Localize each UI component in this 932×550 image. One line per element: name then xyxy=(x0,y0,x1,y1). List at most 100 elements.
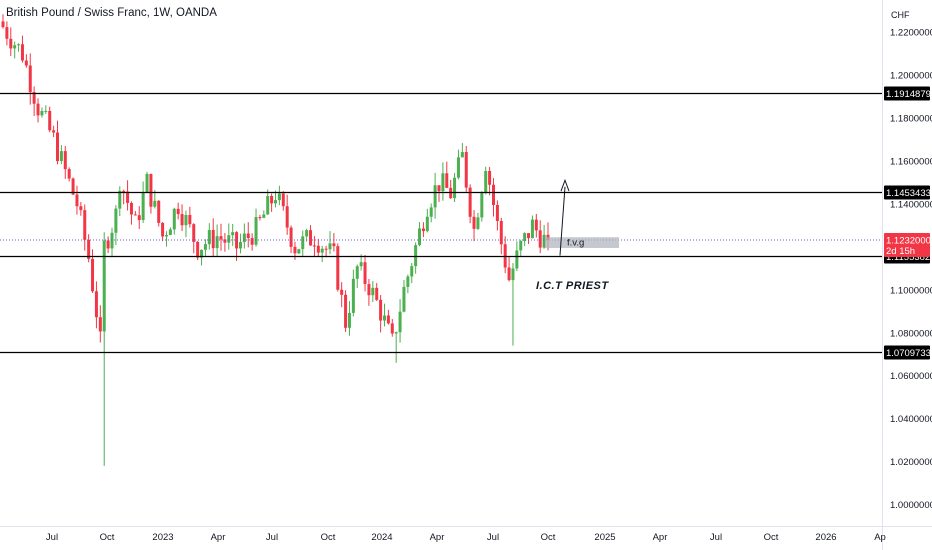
candle-body xyxy=(437,185,441,192)
candle-body xyxy=(168,229,172,236)
candle-body xyxy=(36,103,40,116)
candle-body xyxy=(523,233,527,242)
candle-body xyxy=(141,192,145,221)
candle-body xyxy=(1,21,5,28)
candle-body xyxy=(52,130,56,133)
candle-body xyxy=(363,262,367,285)
candle-body xyxy=(153,200,157,207)
candle-body xyxy=(398,311,402,333)
candle-body xyxy=(67,169,71,179)
candle-body xyxy=(324,248,328,250)
candle-body xyxy=(71,178,75,195)
x-tick-label: Apr xyxy=(430,532,445,543)
candle-body xyxy=(289,227,293,247)
candle-body xyxy=(83,210,87,240)
x-tick-label: Ap xyxy=(874,532,886,543)
level-price-tag xyxy=(884,185,930,200)
candle-body xyxy=(192,224,196,242)
x-tick-label: Jul xyxy=(487,532,499,543)
candle-body xyxy=(495,204,499,221)
candle-body xyxy=(515,250,519,269)
candle-body xyxy=(472,216,476,229)
candle-body xyxy=(503,244,507,268)
y-tick-label: 1.20000000 xyxy=(890,71,932,82)
candle-body xyxy=(75,194,79,207)
x-tick-label: Jul xyxy=(266,532,278,543)
candle-body xyxy=(351,278,355,313)
candle-body xyxy=(316,245,320,253)
candle-body xyxy=(414,245,418,267)
candle-body xyxy=(460,152,464,158)
candle-body xyxy=(196,241,200,258)
x-tick-label: Oct xyxy=(321,532,336,543)
candle-body xyxy=(347,312,351,328)
candle-body xyxy=(429,207,433,217)
x-tick-label: Apr xyxy=(653,532,668,543)
candle-body xyxy=(359,262,363,267)
candle-body xyxy=(293,246,297,254)
candle-body xyxy=(441,173,445,192)
candle-body xyxy=(301,236,305,250)
candle-body xyxy=(145,173,149,193)
candle-body xyxy=(328,243,332,250)
candle-body xyxy=(418,228,422,246)
projection-arrowhead xyxy=(560,178,570,192)
candle-body xyxy=(421,228,425,232)
x-tick-label: Oct xyxy=(541,532,556,543)
candle-body xyxy=(355,266,359,279)
candle-body xyxy=(20,44,24,61)
candle-body xyxy=(297,249,301,254)
candle-body xyxy=(464,152,468,188)
candle-body xyxy=(371,287,375,296)
candle-body xyxy=(367,284,371,296)
candle-body xyxy=(180,214,184,226)
candle-body xyxy=(48,110,52,131)
x-tick-label: 2023 xyxy=(152,532,173,543)
candle-body xyxy=(28,65,32,93)
candle-body xyxy=(254,217,258,245)
candle-body xyxy=(184,214,188,226)
currency-label[interactable]: CHF xyxy=(891,10,910,20)
candle-body xyxy=(394,332,398,334)
fvg-label: f.v.g xyxy=(567,238,584,249)
candle-body xyxy=(507,267,511,281)
candle-body xyxy=(122,190,126,192)
candle-body xyxy=(480,193,484,218)
candle-body xyxy=(542,234,546,248)
candle-body xyxy=(219,236,223,240)
y-tick-label: 1.10000000 xyxy=(890,285,932,296)
candle-body xyxy=(281,193,285,207)
x-tick-label: Jul xyxy=(710,532,722,543)
candle-body xyxy=(157,200,161,223)
candle-body xyxy=(511,268,515,281)
level-price-label: 1.11553827 xyxy=(886,252,932,263)
candle-body xyxy=(238,242,242,249)
candle-body xyxy=(402,286,406,312)
y-tick-label: 1.00000000 xyxy=(890,500,932,511)
candle-body xyxy=(133,214,137,216)
candle-body xyxy=(63,151,67,170)
y-tick-label: 1.22000000 xyxy=(890,28,932,39)
candle-body xyxy=(484,170,488,194)
candle-body xyxy=(344,294,348,328)
candle-body xyxy=(390,323,394,334)
candle-body xyxy=(9,38,13,49)
candle-body xyxy=(410,266,414,277)
y-tick-label: 1.16000000 xyxy=(890,157,932,168)
x-tick-label: Oct xyxy=(764,532,779,543)
candle-body xyxy=(425,216,429,232)
candle-body xyxy=(305,230,309,237)
candle-body xyxy=(94,291,98,318)
candle-body xyxy=(98,317,102,332)
candle-body xyxy=(114,208,118,233)
symbol-title[interactable]: British Pound / Swiss Franc, 1W, OANDA xyxy=(6,7,217,19)
candle-body xyxy=(476,217,480,229)
candle-body xyxy=(309,230,313,246)
candle-body xyxy=(332,243,336,247)
candle-body xyxy=(468,187,472,217)
x-tick-label: Jul xyxy=(46,532,58,543)
candle-body xyxy=(270,195,274,204)
current-price-label: 1.12320000 xyxy=(886,236,932,247)
